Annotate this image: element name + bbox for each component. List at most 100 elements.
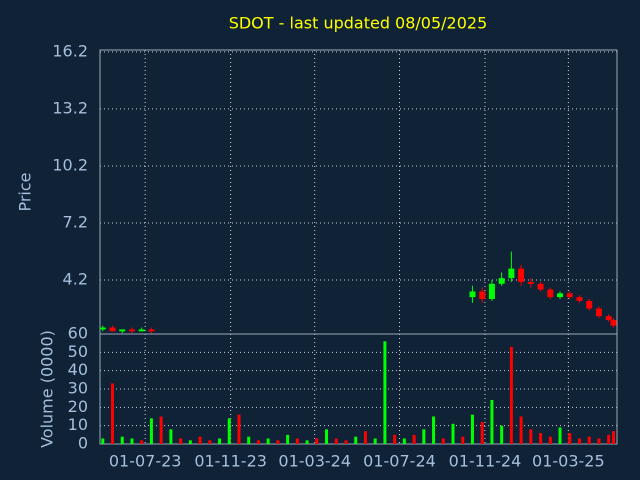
volume-bar bbox=[470, 414, 474, 444]
volume-bar bbox=[577, 438, 581, 444]
y-tick-label: 40 bbox=[68, 360, 88, 379]
volume-bar bbox=[169, 429, 173, 444]
candle-body bbox=[469, 291, 476, 298]
volume-bar bbox=[149, 418, 153, 444]
candle-body bbox=[547, 289, 554, 298]
x-tick-label: 01-03-25 bbox=[532, 452, 605, 471]
volume-bar bbox=[354, 436, 358, 444]
candle-body bbox=[479, 291, 486, 300]
y-tick-label: 10.2 bbox=[52, 155, 88, 174]
volume-bar bbox=[412, 434, 416, 444]
volume-bar bbox=[451, 423, 455, 444]
y-tick-label: 7.2 bbox=[63, 212, 88, 231]
volume-bar bbox=[218, 438, 222, 444]
volume-bar bbox=[402, 438, 406, 444]
candle-body bbox=[119, 329, 126, 332]
candle-body bbox=[566, 293, 573, 298]
volume-bar bbox=[208, 440, 212, 444]
volume-bar bbox=[587, 436, 591, 444]
x-tick-label: 01-11-24 bbox=[449, 452, 522, 471]
volume-bar bbox=[227, 418, 231, 444]
volume-bar bbox=[383, 341, 387, 444]
plot-frame bbox=[99, 333, 618, 445]
volume-bar bbox=[393, 434, 397, 444]
volume-bar bbox=[247, 436, 251, 444]
volume-bar bbox=[597, 438, 601, 444]
candle-body bbox=[488, 283, 495, 300]
volume-bar bbox=[266, 438, 270, 444]
candle-body bbox=[109, 327, 116, 332]
volume-bar bbox=[198, 436, 202, 444]
volume-bar bbox=[607, 434, 611, 444]
candle-body bbox=[99, 327, 106, 330]
volume-bar bbox=[315, 438, 319, 444]
volume-bar bbox=[558, 427, 562, 444]
x-tick-label: 01-07-23 bbox=[109, 452, 182, 471]
candle-body bbox=[148, 329, 155, 332]
volume-bar bbox=[305, 440, 309, 444]
candle-body bbox=[518, 268, 525, 282]
candle-body bbox=[576, 297, 583, 301]
volume-bar bbox=[111, 383, 115, 444]
volume-bar bbox=[286, 434, 290, 444]
y-tick-label: 16.2 bbox=[52, 41, 88, 60]
volume-bar bbox=[461, 436, 465, 444]
volume-bar bbox=[130, 438, 134, 444]
volume-bar bbox=[612, 431, 616, 444]
volume-bar bbox=[441, 438, 445, 444]
y-tick-label: 10 bbox=[68, 415, 88, 434]
volume-bar bbox=[188, 440, 192, 444]
candle-body bbox=[498, 278, 505, 284]
volume-bar bbox=[500, 425, 504, 444]
volume-bar bbox=[237, 414, 241, 444]
volume-bar bbox=[490, 400, 494, 444]
y-tick-label: 13.2 bbox=[52, 98, 88, 117]
chart-title: SDOT - last updated 08/05/2025 bbox=[229, 14, 488, 33]
volume-bar bbox=[334, 438, 338, 444]
y-tick-label: 50 bbox=[68, 342, 88, 361]
volume-bar bbox=[509, 346, 513, 444]
candle-body bbox=[128, 329, 135, 332]
candle-body bbox=[605, 316, 612, 320]
volume-bar bbox=[325, 429, 329, 444]
candle-body bbox=[595, 308, 602, 317]
volume-bar bbox=[295, 438, 299, 444]
volume-bar bbox=[120, 436, 124, 444]
y-axis-label: Volume (0000) bbox=[38, 330, 57, 448]
volume-bar bbox=[363, 431, 367, 444]
volume-bar bbox=[373, 438, 377, 444]
volume-bar bbox=[140, 440, 144, 444]
candle-body bbox=[610, 319, 617, 326]
volume-bar bbox=[529, 429, 533, 444]
candle-body bbox=[557, 293, 564, 298]
x-tick-label: 01-03-24 bbox=[278, 452, 351, 471]
volume-bar bbox=[101, 438, 105, 444]
candle-body bbox=[138, 329, 145, 332]
volume-bar bbox=[519, 416, 523, 444]
x-tick-label: 01-07-24 bbox=[363, 452, 436, 471]
y-axis-label: Price bbox=[16, 172, 35, 211]
volume-bar bbox=[432, 416, 436, 444]
volume-bar bbox=[256, 440, 260, 444]
y-tick-label: 60 bbox=[68, 324, 88, 343]
y-tick-label: 4.2 bbox=[63, 270, 88, 289]
candle-body bbox=[586, 300, 593, 309]
volume-bar bbox=[548, 436, 552, 444]
volume-bar bbox=[179, 438, 183, 444]
volume-bar bbox=[539, 433, 543, 444]
y-tick-label: 30 bbox=[68, 379, 88, 398]
volume-bar bbox=[568, 433, 572, 444]
candle-body bbox=[537, 283, 544, 290]
candle-body bbox=[527, 281, 534, 284]
volume-bar bbox=[480, 422, 484, 444]
volume-bar bbox=[344, 440, 348, 444]
x-tick-label: 01-11-23 bbox=[194, 452, 267, 471]
candle-body bbox=[508, 268, 515, 279]
volume-bar bbox=[276, 440, 280, 444]
y-tick-label: 20 bbox=[68, 397, 88, 416]
volume-bar bbox=[159, 416, 163, 444]
volume-bar bbox=[422, 429, 426, 444]
y-tick-label: 0 bbox=[78, 434, 88, 453]
